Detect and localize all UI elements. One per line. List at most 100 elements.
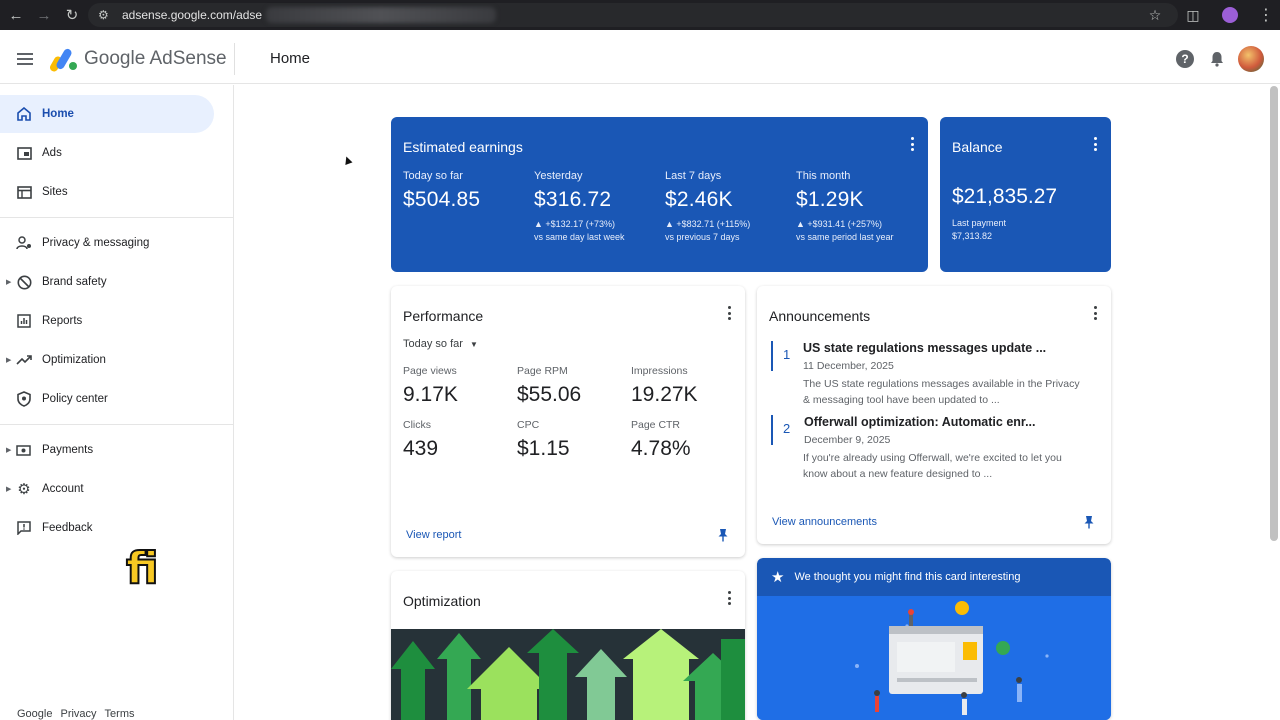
back-icon[interactable]: ←: [8, 6, 24, 24]
feedback-icon: [16, 520, 32, 536]
site-settings-icon[interactable]: ⚙: [98, 8, 109, 22]
estimated-earnings-card: Estimated earnings Today so far $504.85 …: [391, 117, 928, 272]
metric-label: Page views: [403, 365, 457, 377]
page-scrollbar[interactable]: [1270, 86, 1278, 541]
adsense-logo-icon: [50, 48, 77, 71]
home-icon: [16, 106, 32, 122]
metric-value: 439: [403, 437, 439, 460]
metric-page-ctr: Page CTR 4.78%: [631, 419, 741, 461]
earnings-compare: vs same day last week: [534, 232, 625, 242]
card-title: Balance: [952, 139, 1003, 155]
sidebar: Home Ads Sites Privacy & messaging ▶ Bra…: [0, 85, 234, 720]
sidebar-item-ads[interactable]: Ads: [0, 134, 233, 172]
card-title: Estimated earnings: [403, 139, 523, 155]
browser-toolbar: ← → ↻ ⚙ adsense.google.com/adse ☆ ◫ ⋮: [0, 0, 1280, 30]
period-dropdown[interactable]: Today so far ▼: [403, 338, 478, 350]
announcement-title[interactable]: US state regulations messages update ...: [803, 341, 1047, 355]
sidebar-item-account[interactable]: ▶ ⚙ Account: [0, 470, 233, 508]
earnings-this-month: This month $1.29K ▲ +$931.41 (+257%) vs …: [796, 170, 924, 244]
sidebar-item-label: Account: [42, 483, 84, 495]
sidebar-item-label: Privacy & messaging: [42, 237, 150, 249]
expand-caret-icon[interactable]: ▶: [6, 279, 12, 286]
earnings-value: $2.46K: [665, 188, 733, 211]
more-options-icon[interactable]: [1093, 306, 1097, 320]
more-options-icon[interactable]: [727, 591, 731, 605]
view-announcements-link[interactable]: View announcements: [772, 516, 877, 528]
extensions-icon[interactable]: ◫: [1186, 6, 1200, 23]
last-payment-label: Last payment: [952, 218, 1007, 228]
star-icon: ★: [771, 569, 785, 586]
expand-caret-icon[interactable]: ▶: [6, 447, 12, 454]
earnings-delta: ▲ +$132.17 (+73%): [534, 219, 615, 229]
sidebar-item-feedback[interactable]: Feedback: [0, 509, 233, 547]
app-header: Google AdSense Home ?: [0, 34, 1280, 84]
growth-arrows-illustration: [391, 629, 745, 720]
expand-caret-icon[interactable]: ▶: [6, 486, 12, 493]
last-payment-value: $7,313.82: [952, 231, 993, 241]
announcement-number: 2: [783, 421, 791, 436]
suggestion-card: ★ We thought you might find this card in…: [757, 558, 1111, 720]
notifications-bell-icon[interactable]: [1210, 51, 1224, 67]
earnings-label: This month: [796, 170, 851, 182]
more-options-icon[interactable]: [910, 137, 914, 151]
sidebar-item-privacy-messaging[interactable]: Privacy & messaging: [0, 224, 233, 262]
card-title: Performance: [403, 308, 484, 324]
metric-value: 4.78%: [631, 437, 691, 460]
sidebar-item-optimization[interactable]: ▶ Optimization: [0, 341, 233, 379]
help-icon[interactable]: ?: [1176, 49, 1194, 68]
sidebar-item-sites[interactable]: Sites: [0, 173, 233, 211]
earnings-value: $316.72: [534, 188, 612, 211]
period-value: Today so far: [403, 338, 463, 350]
suggestion-illustration: [757, 596, 1111, 720]
footer-link-privacy[interactable]: Privacy: [60, 708, 97, 720]
privacy-icon: [16, 235, 32, 251]
suggestion-card-title: We thought you might find this card inte…: [794, 571, 1021, 583]
announcement-number: 1: [783, 347, 791, 362]
expand-caret-icon[interactable]: ▶: [6, 357, 12, 364]
sidebar-item-label: Policy center: [42, 393, 108, 405]
suggestion-card-header: ★ We thought you might find this card in…: [757, 558, 1111, 596]
address-bar[interactable]: ⚙ adsense.google.com/adse: [88, 3, 1178, 27]
profile-avatar-icon[interactable]: [1222, 7, 1238, 23]
metric-value: $55.06: [517, 383, 582, 406]
announcement-title[interactable]: Offerwall optimization: Automatic enr...: [804, 415, 1036, 429]
user-avatar[interactable]: [1238, 45, 1264, 72]
browser-menu-icon[interactable]: ⋮: [1258, 7, 1274, 24]
earnings-value: $1.29K: [796, 188, 864, 211]
sidebar-item-home[interactable]: Home: [0, 95, 214, 133]
metric-page-rpm: Page RPM $55.06: [517, 365, 627, 407]
pin-icon[interactable]: [717, 528, 729, 542]
announcement-accent: [771, 341, 773, 371]
main-menu-button[interactable]: [0, 52, 50, 65]
bookmark-star-icon[interactable]: ☆: [1148, 6, 1162, 23]
sidebar-item-policy-center[interactable]: Policy center: [0, 380, 233, 418]
metric-cpc: CPC $1.15: [517, 419, 627, 461]
pin-icon[interactable]: [1083, 515, 1095, 529]
more-options-icon[interactable]: [1093, 137, 1097, 151]
metric-label: Impressions: [631, 365, 688, 377]
metric-label: Clicks: [403, 419, 431, 431]
announcement-date: December 9, 2025: [804, 434, 891, 446]
blurred-url: [266, 7, 497, 23]
app-name: Google AdSense: [84, 47, 227, 69]
sidebar-item-brand-safety[interactable]: ▶ Brand safety: [0, 263, 233, 301]
earnings-label: Today so far: [403, 170, 463, 182]
sidebar-item-label: Ads: [42, 147, 62, 159]
sidebar-item-payments[interactable]: ▶ Payments: [0, 431, 233, 469]
earnings-last-7-days: Last 7 days $2.46K ▲ +$832.71 (+115%) vs…: [665, 170, 793, 244]
forward-icon[interactable]: →: [36, 6, 52, 24]
footer-link-google[interactable]: Google: [17, 708, 53, 720]
sidebar-item-reports[interactable]: Reports: [0, 302, 233, 340]
earnings-value: $504.85: [403, 188, 481, 211]
reload-icon[interactable]: ↻: [65, 7, 79, 24]
more-options-icon[interactable]: [727, 306, 731, 320]
announcement-accent: [771, 415, 773, 445]
earnings-compare: vs same period last year: [796, 232, 894, 242]
view-report-link[interactable]: View report: [406, 529, 462, 541]
sidebar-divider: [0, 424, 233, 425]
sidebar-divider: [0, 217, 233, 218]
footer-link-terms[interactable]: Terms: [104, 708, 135, 720]
sidebar-item-label: Optimization: [42, 354, 106, 366]
metric-label: Page CTR: [631, 419, 681, 431]
metric-label: Page RPM: [517, 365, 568, 377]
